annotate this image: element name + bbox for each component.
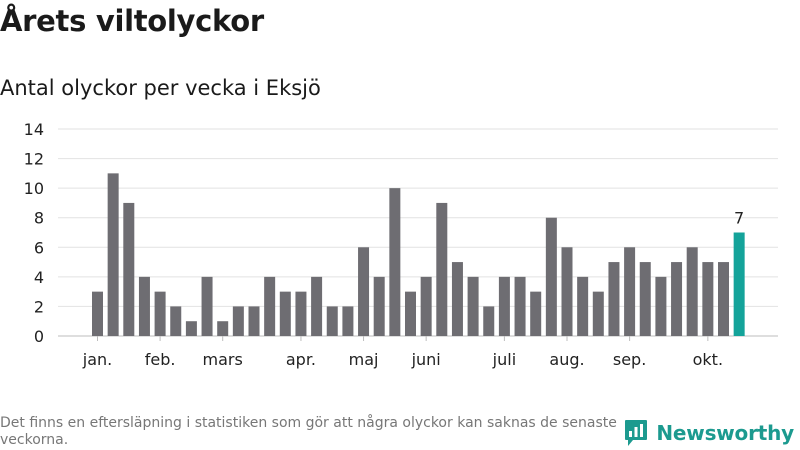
bar <box>279 291 291 336</box>
y-axis-ticks: 0 2 4 6 8 10 12 14 <box>24 120 44 346</box>
x-tick-label: mars <box>203 350 243 369</box>
bar <box>123 202 135 336</box>
y-tick-label: 10 <box>24 179 44 198</box>
bar <box>530 291 542 336</box>
bar <box>545 217 557 336</box>
bar <box>342 306 354 336</box>
y-tick-label: 2 <box>34 297 44 316</box>
newsworthy-logo-icon <box>625 420 648 446</box>
bar <box>170 306 182 336</box>
bar <box>436 202 448 336</box>
chart-title: Årets viltolyckor <box>0 4 264 38</box>
bar <box>639 262 651 336</box>
bar <box>107 173 119 336</box>
x-tick-label: jan. <box>82 350 112 369</box>
gridlines <box>58 128 778 337</box>
bar <box>514 276 526 336</box>
bar <box>154 291 166 336</box>
y-tick-label: 0 <box>34 327 44 346</box>
bars: 7 <box>92 173 745 336</box>
bar <box>483 306 495 336</box>
y-tick-label: 8 <box>34 209 44 228</box>
bar <box>405 291 416 336</box>
x-tick-label: sep. <box>613 350 646 369</box>
x-tick-label: maj <box>349 350 379 369</box>
bar <box>718 262 729 336</box>
bar <box>702 262 714 336</box>
x-tick-label: feb. <box>145 350 176 369</box>
x-tick-label: juni <box>411 350 441 369</box>
y-tick-label: 12 <box>24 150 44 169</box>
brand-logo: Newsworthy <box>624 418 794 448</box>
bar <box>185 321 197 336</box>
x-tick-label: juli <box>492 350 516 369</box>
bar-data-label: 7 <box>734 209 744 228</box>
bar <box>655 276 667 336</box>
highlighted-bar <box>733 232 745 336</box>
y-tick-label: 14 <box>24 120 44 139</box>
bar <box>420 276 432 336</box>
footnote: Det finns en eftersläpning i statistiken… <box>0 415 617 448</box>
bar <box>295 291 307 336</box>
bar <box>311 276 323 336</box>
bar <box>608 262 620 336</box>
bar <box>467 276 479 336</box>
bar <box>373 276 385 336</box>
bar <box>201 276 213 336</box>
bar <box>92 291 103 336</box>
bar <box>671 262 683 336</box>
y-tick-label: 6 <box>34 238 44 257</box>
bar <box>138 276 150 336</box>
x-tick-label: okt. <box>693 350 723 369</box>
bar <box>389 188 401 336</box>
x-tick-label: apr. <box>286 350 316 369</box>
bar <box>686 247 698 336</box>
bar <box>217 321 229 336</box>
bar <box>451 262 463 336</box>
bar <box>326 306 338 336</box>
y-tick-label: 4 <box>34 268 44 287</box>
x-axis-ticks: jan. feb. mars apr. maj juni juli aug. sep. okt. <box>82 336 723 369</box>
bar <box>358 247 370 336</box>
bar <box>592 291 604 336</box>
bar <box>498 276 510 336</box>
x-tick-label: aug. <box>549 350 584 369</box>
bar <box>248 306 260 336</box>
brand-name: Newsworthy <box>656 421 794 445</box>
bar <box>561 247 573 336</box>
bar <box>232 306 244 336</box>
bar <box>577 276 589 336</box>
bar-chart: 0 2 4 6 8 10 12 14 7 jan. feb. mars apr. maj juni jul… <box>24 120 778 369</box>
bar <box>264 276 276 336</box>
bar <box>624 247 636 336</box>
chart-subtitle: Antal olyckor per vecka i Eksjö <box>0 76 321 100</box>
